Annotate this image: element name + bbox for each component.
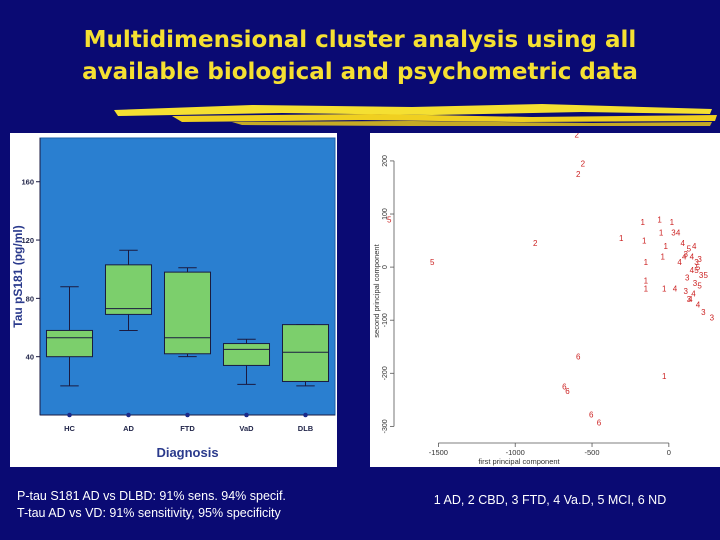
scatter-point-label: 1 <box>644 258 649 267</box>
y-tick-label: 120 <box>21 236 34 245</box>
scatter-point-label: 1 <box>644 276 649 285</box>
scatter-point-label: 3 <box>685 274 690 283</box>
scatter-point-label: 5 <box>697 282 702 291</box>
sensitivity-line-2: T-tau AD vs VD: 91% sensitivity, 95% spe… <box>17 506 281 520</box>
x-tick-label: 0 <box>667 448 671 457</box>
x-tick-dot <box>185 412 190 418</box>
scatter-point-label: 1 <box>670 218 675 227</box>
scatter-point-label: 4 <box>676 229 681 238</box>
sensitivity-caption: P-tau S181 AD vs DLBD: 91% sens. 94% spe… <box>17 488 347 522</box>
scatter-point-label: 4 <box>691 290 696 299</box>
x-tick-label: DLB <box>298 424 314 433</box>
boxplot-chart: 40 80 120 160 HC AD FTD VaD DLB Diagnosis Tau pS18… <box>11 137 336 460</box>
x-tick-label: -1500 <box>429 448 448 457</box>
scatter-point-label: 2 <box>574 133 579 139</box>
scatter-point-label: 6 <box>589 411 594 420</box>
scatter-point-label: 6 <box>565 387 570 396</box>
scatter-point-label: 2 <box>533 239 538 248</box>
scatter-point-label: 1 <box>662 372 667 381</box>
y-tick-label: -200 <box>382 366 389 380</box>
scatter-point-label: 6 <box>562 383 567 392</box>
y-tick-label: 40 <box>26 353 34 362</box>
y-tick-label: 100 <box>382 208 389 220</box>
scatter-point-label: 3 <box>694 258 699 267</box>
y-tick-label: -300 <box>382 419 389 433</box>
box-AD <box>104 264 153 315</box>
slide-title-line-1: Multidimensional cluster analysis using … <box>83 27 637 53</box>
x-tick-label: -1000 <box>506 448 525 457</box>
title-underline-stroke <box>114 104 717 126</box>
box-VaD <box>222 343 271 366</box>
scatter-point-label: 1 <box>619 234 624 243</box>
scatter-point-label: 4 <box>696 300 701 309</box>
x-tick-label: FTD <box>180 424 195 433</box>
scatter-point-label: 4 <box>690 252 695 261</box>
scatter-point-label: 5 <box>694 266 699 275</box>
scatter-point-label: 1 <box>640 218 645 227</box>
y-tick-label: 0 <box>382 265 389 269</box>
y-tick-label: 80 <box>26 294 34 303</box>
legend-caption: 1 AD, 2 CBD, 3 FTD, 4 Va.D, 5 MCI, 6 ND <box>433 493 667 507</box>
x-tick-label: VaD <box>239 424 254 433</box>
scatter-point-label: 5 <box>387 215 392 224</box>
scatter-point-label: 2 <box>581 160 586 169</box>
y-tick-label: 200 <box>382 155 389 167</box>
scatter-point-label: 1 <box>660 252 665 261</box>
y-tick-label: -100 <box>382 313 389 327</box>
scatter-point-label: 1 <box>664 242 669 251</box>
scatter-point-label: 1 <box>642 237 647 246</box>
scatter-point-label: 4 <box>690 266 695 275</box>
scatter-point-label: 3 <box>699 271 704 280</box>
scatter-point-label: 1 <box>662 284 667 293</box>
scatter-point-label: 5 <box>430 258 435 267</box>
scatter-point-label: 4 <box>688 295 693 304</box>
x-tick-label: HC <box>64 424 75 433</box>
x-tick-label: AD <box>123 424 134 433</box>
slide-title: Multidimensional cluster analysis using … <box>0 24 720 88</box>
scatter-point-label: 3 <box>697 255 702 264</box>
x-tick-dot <box>67 412 72 418</box>
box-DLB <box>281 324 330 382</box>
slide-title-line-2: available biological and psychometric da… <box>82 59 638 85</box>
scatter-point-label: 1 <box>657 215 662 224</box>
sensitivity-line-1: P-tau S181 AD vs DLBD: 91% sens. 94% spe… <box>17 489 286 503</box>
x-axis-label: first principal component <box>478 457 560 466</box>
x-axis-label: Diagnosis <box>156 445 218 460</box>
scatter-point-label: 4 <box>682 252 687 261</box>
scatter-point-label: 6 <box>576 352 581 361</box>
pca-scatter-chart: -1500 -1000 -500 0-300-200-1000100200first … <box>372 130 715 466</box>
x-tick-label: -500 <box>585 448 600 457</box>
x-tick-dot <box>303 412 308 418</box>
x-tick-dot <box>126 412 131 418</box>
scatter-point-label: 5 <box>696 263 701 272</box>
scatter-point-label: 3 <box>684 250 689 259</box>
scatter-point-label: 3 <box>687 295 692 304</box>
scatter-point-label: 3 <box>693 279 698 288</box>
scatter-point-label: 4 <box>692 242 697 251</box>
scatter-point-label: 3 <box>710 314 715 323</box>
scatter-point-label: 5 <box>687 245 692 254</box>
scatter-point-label: 4 <box>677 258 682 267</box>
y-tick-label: 160 <box>21 178 34 187</box>
box-FTD <box>163 271 212 355</box>
scatter-point-label: 3 <box>671 229 676 238</box>
scatter-point-label: 3 <box>701 308 706 317</box>
scatter-point-label: 4 <box>680 239 685 248</box>
scatter-point-label: 2 <box>576 170 581 179</box>
scatter-point-label: 1 <box>644 284 649 293</box>
scatter-point-label: 6 <box>597 419 602 428</box>
y-axis-label: Tau pS181 (pg/ml) <box>11 225 25 327</box>
y-axis-label: second principal component <box>372 243 381 337</box>
x-tick-dot <box>244 412 249 418</box>
scatter-point-label: 1 <box>659 229 664 238</box>
scatter-point-label: 5 <box>703 271 708 280</box>
pca-panel: -1500 -1000 -500 0 -300 -200 -100 0 100 200 first … <box>370 130 720 467</box>
scatter-point-label: 3 <box>684 287 689 296</box>
boxplot-panel: 40 80 120 160 HC AD FTD VaD DLB Diagnosis Tau pS18… <box>10 133 337 467</box>
scatter-point-label: 4 <box>673 284 678 293</box>
box-HC <box>45 329 94 358</box>
